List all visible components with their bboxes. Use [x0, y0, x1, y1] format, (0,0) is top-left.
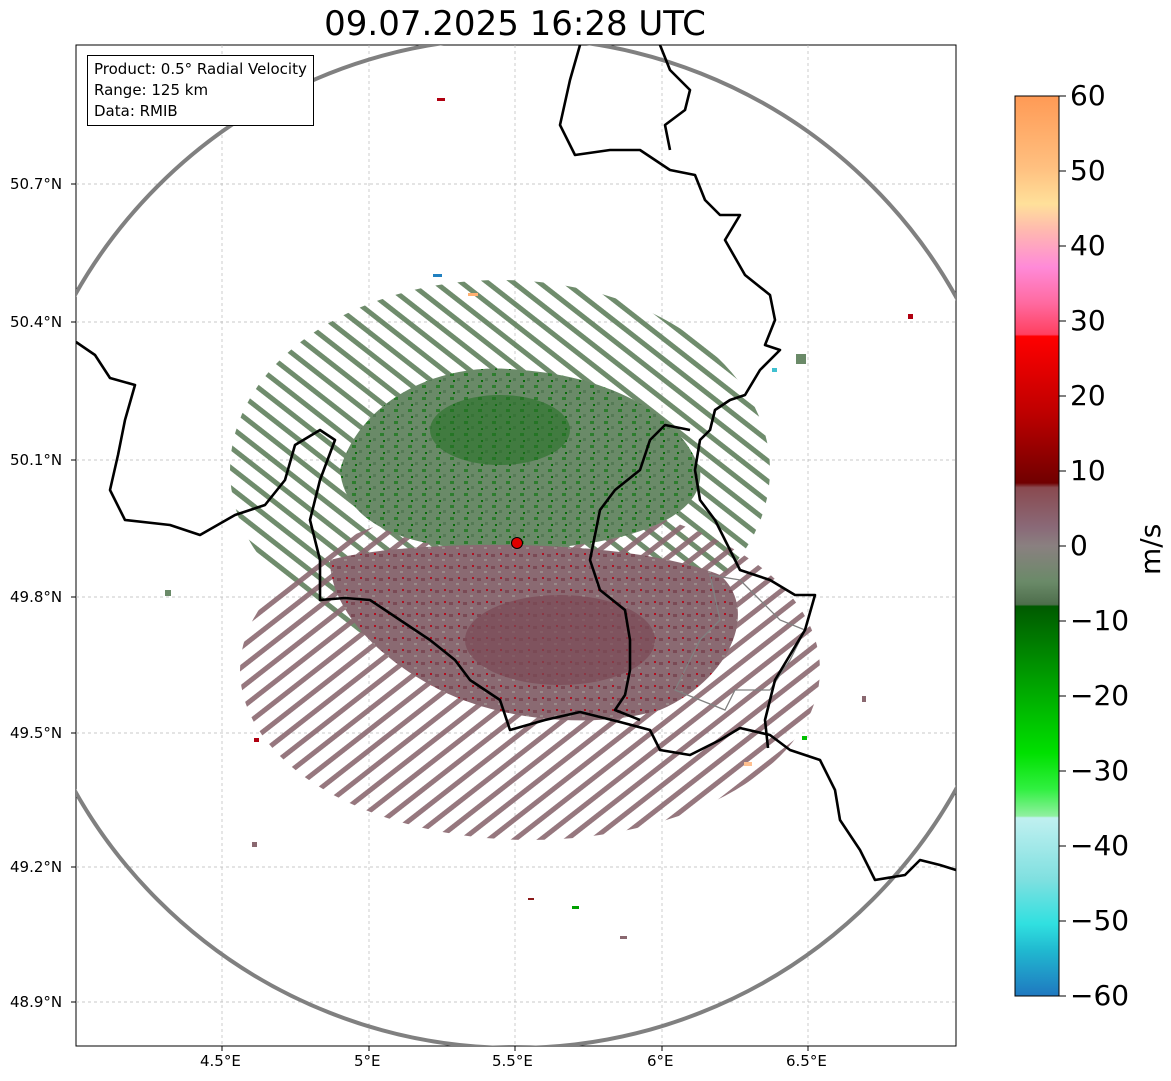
colorbar-tick-label: −50 [1070, 904, 1130, 937]
y-axis-ticks [71, 183, 76, 1003]
colorbar-tick-label: 10 [1070, 454, 1106, 487]
colorbar-ticks [1059, 95, 1066, 997]
y-tick-label: 50.1°N [10, 451, 63, 469]
x-tick-label: 6°E [647, 1052, 674, 1070]
colorbar-tick-label: 0 [1070, 529, 1088, 562]
colorbar-tick-label: 50 [1070, 154, 1106, 187]
border-be-fr [76, 340, 956, 882]
colorbar-tick-label: −20 [1070, 679, 1130, 712]
info-source: Data: RMIB [94, 102, 178, 120]
colorbar-tick-label: 60 [1070, 79, 1106, 112]
x-tick-label: 5.5°E [492, 1052, 533, 1070]
internal-border [674, 574, 806, 711]
echo-speck [433, 274, 442, 277]
map-title: 09.07.2025 16:28 UTC [324, 4, 706, 44]
echo-speck [252, 842, 257, 847]
echo-speck [528, 898, 534, 900]
y-tick-label: 50.4°N [10, 313, 63, 331]
echo-speck [572, 906, 579, 909]
colorbar-tick-label: −30 [1070, 754, 1130, 787]
echo-speck [254, 738, 259, 742]
x-tick-label: 5°E [354, 1052, 381, 1070]
colorbar-tick-label: 20 [1070, 379, 1106, 412]
echo-core-approaching-max [430, 395, 570, 465]
radar-site-marker [511, 537, 523, 549]
y-tick-label: 49.2°N [10, 858, 63, 876]
y-tick-label: 49.8°N [10, 588, 63, 606]
echo-speck [772, 368, 777, 372]
colorbar-tick-label: 30 [1070, 304, 1106, 337]
colorbar [1014, 95, 1060, 997]
echo-core-receding-max [465, 595, 655, 685]
echo-speck [468, 293, 478, 296]
colorbar-tick-label: −40 [1070, 829, 1130, 862]
border-be-de [558, 45, 817, 749]
echo-speck [437, 98, 445, 101]
echo-speck [796, 354, 806, 364]
colorbar-tick-label: −10 [1070, 604, 1130, 637]
border-be-lu [588, 423, 691, 722]
echo-speck [862, 696, 866, 702]
y-tick-label: 50.7°N [10, 175, 63, 193]
echo-speck [908, 314, 913, 319]
velocity-echoes [165, 98, 913, 939]
country-borders [76, 45, 956, 882]
colorbar-tick-label: −60 [1070, 979, 1130, 1012]
echo-speck [802, 736, 807, 740]
echo-speck [744, 762, 752, 766]
x-tick-label: 6.5°E [786, 1052, 827, 1070]
colorbar-tick-label: 40 [1070, 229, 1106, 262]
info-range: Range: 125 km [94, 81, 209, 99]
border-nl [658, 45, 692, 151]
echo-speck [165, 590, 171, 596]
info-box: Product: 0.5° Radial Velocity Range: 125… [87, 55, 314, 126]
x-tick-label: 4.5°E [200, 1052, 241, 1070]
colorbar-unit-label: m/s [1134, 523, 1167, 575]
info-product: Product: 0.5° Radial Velocity [94, 60, 307, 78]
x-axis-ticks [221, 1046, 809, 1051]
echo-speck [620, 936, 627, 939]
y-tick-label: 48.9°N [10, 993, 63, 1011]
y-tick-label: 49.5°N [10, 724, 63, 742]
